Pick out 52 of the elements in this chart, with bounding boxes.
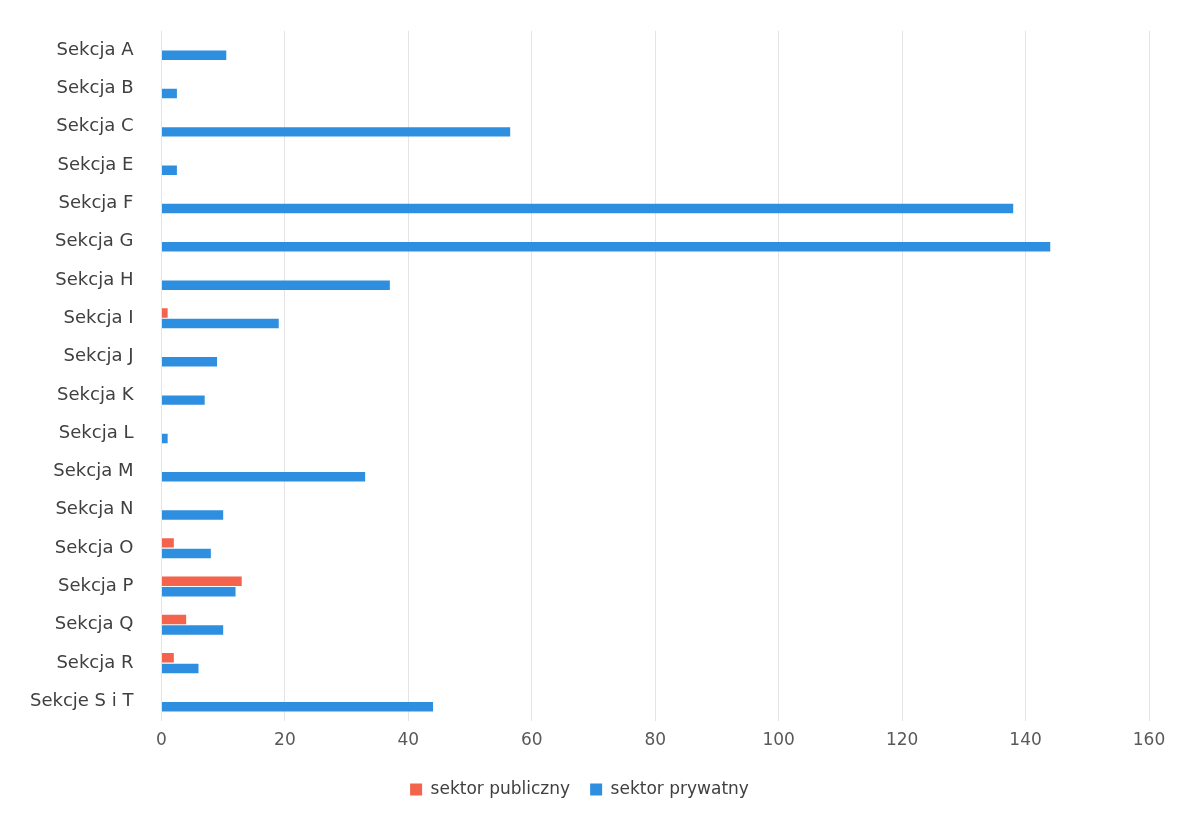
y-tick-label: Sekcja R (56, 650, 134, 672)
bar (161, 395, 205, 405)
x-tick-label: 60 (520, 729, 543, 750)
y-tick-label: Sekcja E (57, 152, 134, 174)
bar (161, 433, 168, 444)
y-tick-label: Sekcja K (57, 382, 135, 404)
x-tick-label: 20 (274, 729, 296, 750)
bar (161, 653, 174, 663)
bar (161, 165, 177, 175)
legend-label: sektor prywatny (610, 777, 749, 798)
bar (161, 127, 511, 137)
y-tick-label: Sekcja J (63, 344, 134, 366)
y-tick-label: Sekcja I (63, 305, 134, 327)
x-tick-label: 120 (885, 729, 919, 750)
y-tick-label: Sekcja B (56, 75, 134, 97)
y-tick-label: Sekcja O (54, 535, 134, 557)
y-tick-label: Sekcja A (56, 37, 135, 59)
bar (161, 625, 224, 635)
bar (161, 242, 1051, 252)
y-tick-label: Sekcja M (53, 459, 134, 481)
bar (161, 548, 211, 559)
bar (161, 50, 227, 60)
x-tick-label: 160 (1132, 729, 1166, 750)
bar (161, 614, 187, 625)
bar (161, 510, 224, 520)
bar (161, 280, 390, 290)
y-tick-label: Sekcja L (58, 420, 134, 442)
legend-label: sektor publiczny (430, 777, 571, 798)
y-tick-label: Sekcja P (58, 574, 134, 596)
y-tick-label: Sekcja Q (54, 612, 134, 634)
bar (161, 701, 434, 712)
bar (161, 318, 279, 329)
bar (161, 308, 168, 318)
x-tick-label: 40 (397, 729, 420, 750)
x-tick-label: 140 (1009, 729, 1042, 750)
bar (161, 203, 1014, 214)
bar (161, 538, 174, 548)
bar (161, 587, 236, 597)
y-tick-label: Sekcja H (55, 267, 134, 289)
y-tick-label: Sekcje S i T (30, 689, 135, 711)
y-tick-label: Sekcja F (58, 190, 134, 212)
x-tick-label: 0 (156, 729, 167, 750)
bar (161, 472, 366, 482)
x-tick-label: 100 (762, 729, 795, 750)
x-tick-label: 80 (644, 729, 667, 750)
bar (161, 663, 199, 674)
bar (161, 88, 177, 99)
y-tick-label: Sekcja N (55, 497, 134, 519)
bar (161, 576, 242, 586)
y-tick-label: Sekcja C (56, 114, 134, 136)
y-tick-label: Sekcja G (54, 229, 134, 251)
bar (161, 357, 218, 367)
